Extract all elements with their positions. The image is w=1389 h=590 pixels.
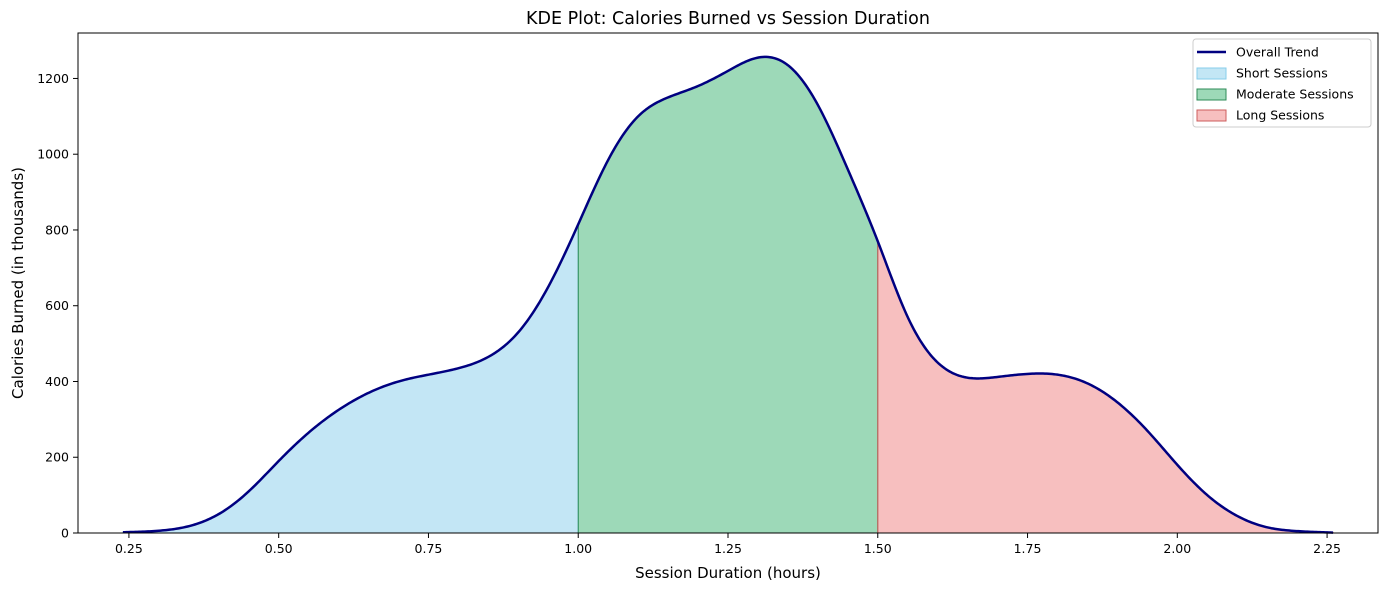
y-tick-label: 0 <box>61 526 69 541</box>
y-tick-label: 200 <box>45 450 69 465</box>
y-tick-label: 400 <box>45 374 69 389</box>
x-tick-label: 1.25 <box>714 541 742 556</box>
x-tick-label: 1.50 <box>864 541 892 556</box>
region-short-sessions <box>122 224 579 534</box>
x-tick-label: 2.25 <box>1313 541 1341 556</box>
x-tick-label: 0.50 <box>265 541 293 556</box>
y-tick-label: 800 <box>45 222 69 237</box>
legend-label: Long Sessions <box>1236 108 1324 123</box>
region-long-sessions <box>877 241 1334 534</box>
legend-patch-swatch <box>1196 109 1227 122</box>
legend-patch-swatch <box>1196 88 1227 101</box>
legend: Overall Trend Short Sessions Moderate Sess… <box>1192 38 1372 128</box>
x-tick-label: 2.00 <box>1163 541 1191 556</box>
y-tick-label: 1000 <box>37 147 69 162</box>
region-fills <box>122 56 1334 534</box>
x-tick-label: 1.75 <box>1014 541 1042 556</box>
x-tick-label: 1.00 <box>564 541 592 556</box>
overall-trend-line <box>122 55 1334 534</box>
chart-title: KDE Plot: Calories Burned vs Session Dur… <box>526 9 930 29</box>
y-tick-label: 600 <box>45 298 69 313</box>
x-axis-ticks: 0.25 0.50 0.75 1.00 1.25 1.50 1.75 2.00 2.25 <box>115 533 1341 556</box>
legend-label: Moderate Sessions <box>1236 87 1354 102</box>
legend-label: Overall Trend <box>1236 45 1319 60</box>
y-axis-ticks: 0 200 400 600 800 1000 1200 <box>37 71 78 541</box>
y-axis-label: Calories Burned (in thousands) <box>9 167 27 399</box>
legend-patch-swatch <box>1196 67 1227 80</box>
legend-box <box>1192 38 1372 128</box>
x-tick-label: 0.25 <box>115 541 143 556</box>
curve-layer <box>122 55 1334 534</box>
legend-label: Short Sessions <box>1236 66 1328 81</box>
y-tick-label: 1200 <box>37 71 69 86</box>
region-moderate-sessions <box>577 56 879 534</box>
x-tick-label: 0.75 <box>415 541 443 556</box>
x-axis-label: Session Duration (hours) <box>635 564 821 582</box>
